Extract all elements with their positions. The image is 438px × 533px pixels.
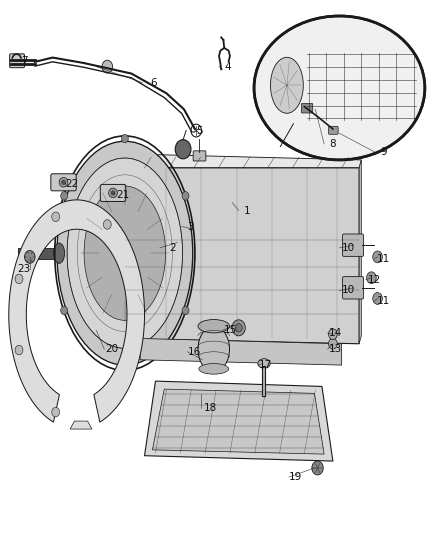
Ellipse shape: [109, 188, 117, 198]
Circle shape: [60, 306, 67, 314]
Circle shape: [60, 191, 67, 200]
Text: 2: 2: [170, 243, 177, 253]
Circle shape: [15, 274, 23, 284]
Text: 12: 12: [368, 275, 381, 285]
Text: 4: 4: [224, 62, 231, 71]
Ellipse shape: [67, 158, 183, 349]
Circle shape: [52, 407, 60, 417]
Ellipse shape: [199, 364, 229, 374]
Text: 22: 22: [66, 179, 79, 189]
Circle shape: [175, 140, 191, 159]
Text: 16: 16: [188, 347, 201, 357]
FancyBboxPatch shape: [100, 184, 126, 201]
Polygon shape: [70, 421, 92, 429]
Text: 7: 7: [21, 56, 28, 66]
Text: 19: 19: [289, 472, 302, 482]
Ellipse shape: [111, 191, 115, 195]
Ellipse shape: [53, 243, 65, 263]
Circle shape: [25, 251, 35, 263]
Text: 11: 11: [377, 254, 390, 263]
Ellipse shape: [84, 186, 166, 320]
Text: 14: 14: [328, 328, 342, 338]
Text: 10: 10: [342, 286, 355, 295]
Circle shape: [182, 191, 189, 200]
Ellipse shape: [270, 58, 304, 114]
Circle shape: [103, 220, 111, 229]
FancyBboxPatch shape: [193, 151, 206, 161]
Circle shape: [373, 251, 382, 263]
Polygon shape: [9, 200, 145, 422]
FancyBboxPatch shape: [51, 174, 76, 191]
Text: 18: 18: [204, 403, 217, 413]
Polygon shape: [125, 155, 361, 168]
Text: 10: 10: [342, 243, 355, 253]
Circle shape: [367, 272, 376, 284]
Text: 11: 11: [377, 296, 390, 306]
Text: 1: 1: [244, 206, 251, 215]
Ellipse shape: [198, 320, 230, 333]
FancyBboxPatch shape: [343, 234, 364, 256]
Polygon shape: [125, 168, 359, 344]
Circle shape: [15, 345, 23, 355]
FancyBboxPatch shape: [10, 54, 25, 68]
Text: 15: 15: [223, 326, 237, 335]
Circle shape: [328, 338, 337, 349]
Polygon shape: [145, 381, 333, 461]
Text: 3: 3: [187, 222, 194, 231]
Text: 9: 9: [380, 147, 387, 157]
Text: 23: 23: [18, 264, 31, 274]
Ellipse shape: [198, 326, 230, 372]
Polygon shape: [359, 160, 361, 344]
Ellipse shape: [254, 16, 425, 160]
FancyBboxPatch shape: [301, 103, 313, 113]
Ellipse shape: [258, 359, 270, 368]
Ellipse shape: [57, 141, 193, 365]
Circle shape: [328, 329, 337, 340]
Text: 6: 6: [150, 78, 157, 87]
Circle shape: [182, 306, 189, 314]
Polygon shape: [152, 389, 324, 454]
Polygon shape: [140, 338, 342, 365]
Text: 13: 13: [328, 344, 342, 354]
Polygon shape: [18, 248, 59, 259]
Circle shape: [235, 324, 242, 332]
Circle shape: [102, 60, 113, 73]
Text: 20: 20: [105, 344, 118, 354]
Text: 21: 21: [116, 190, 129, 199]
Text: 8: 8: [329, 139, 336, 149]
Ellipse shape: [59, 177, 68, 187]
Circle shape: [373, 293, 382, 304]
Text: 17: 17: [258, 360, 272, 370]
Circle shape: [52, 212, 60, 222]
FancyBboxPatch shape: [343, 277, 364, 299]
Text: 5: 5: [196, 126, 203, 135]
FancyBboxPatch shape: [328, 126, 338, 134]
Circle shape: [232, 320, 245, 336]
Circle shape: [121, 134, 128, 143]
Circle shape: [121, 364, 128, 372]
Circle shape: [312, 461, 323, 475]
Ellipse shape: [61, 180, 65, 184]
